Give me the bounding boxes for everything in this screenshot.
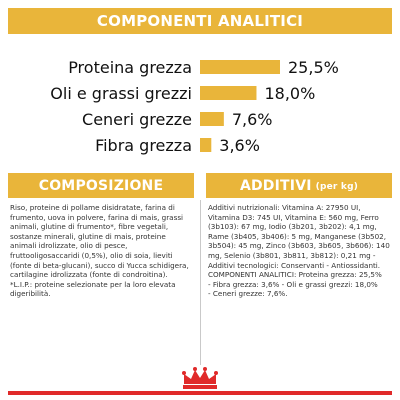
value-label: 25,5% (288, 58, 339, 77)
analytical-components-title: COMPONENTI ANALITICI (96, 12, 304, 30)
category-label: Proteina grezza (68, 58, 192, 77)
additives-unit: (per kg) (315, 182, 359, 192)
analytical-components-banner: COMPONENTI ANALITICI (8, 8, 392, 34)
category-label: Oli e grassi grezzi (50, 84, 192, 103)
analytical-components-chart: Proteina grezza 25,5% Oli e grassi grezzi 1… (50, 58, 339, 155)
additives-text: Additivi nutrizionali: Vitamina A: 27950… (208, 203, 390, 299)
bar (200, 86, 257, 100)
additives-banner: ADDITIVI (per kg) (206, 173, 392, 198)
composition-banner: COMPOSIZIONE (8, 173, 194, 198)
category-label: Ceneri grezze (82, 110, 192, 129)
additives-title: ADDITIVI (239, 177, 312, 194)
bar (200, 138, 212, 152)
composition-text: Riso, proteine di pollame disidratate, f… (10, 203, 189, 299)
composition-title: COMPOSIZIONE (38, 177, 164, 194)
value-label: 18,0% (264, 84, 315, 103)
bar (200, 112, 224, 126)
column-divider (200, 200, 201, 365)
value-label: 3,6% (219, 136, 260, 155)
brand-footer-line (8, 391, 392, 395)
category-label: Fibra grezza (95, 136, 192, 155)
royal-canin-crown-logo (176, 366, 224, 394)
value-label: 7,6% (232, 110, 273, 129)
bar (200, 60, 280, 74)
